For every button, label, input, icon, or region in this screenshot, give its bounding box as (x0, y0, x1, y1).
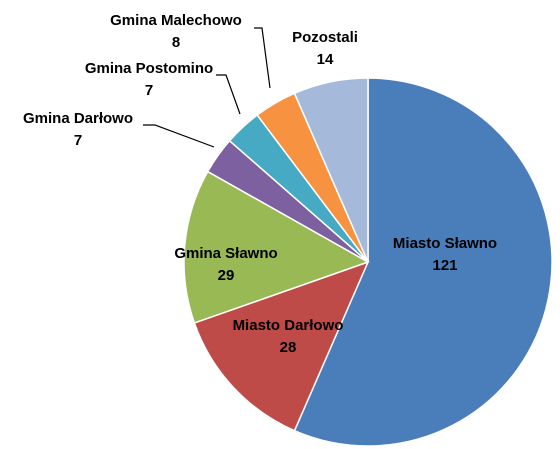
leader-lines-layer (143, 27, 271, 148)
pie-slice-gmina-slawno (183, 170, 370, 324)
data-label-value: 7 (74, 132, 82, 149)
data-label-gmina-slawno: Gmina Sławno 29 (174, 245, 277, 284)
data-label-name: Gmina Sławno (174, 245, 277, 262)
data-label-value: 29 (218, 267, 235, 284)
slices-layer (183, 77, 553, 447)
labels-layer: Miasto Sławno 121 Miasto Darłowo 28 Gmina Sł… (23, 12, 497, 356)
data-label-miasto-darlowo: Miasto Darłowo 28 (233, 317, 344, 356)
data-label-value: 8 (172, 34, 180, 51)
data-label-pozostali: Pozostali 14 (292, 29, 358, 68)
leader-line-gmina-malechowo (254, 27, 271, 89)
data-label-name: Miasto Darłowo (233, 317, 344, 334)
data-label-gmina-darlowo: Gmina Darłowo 7 (23, 110, 133, 149)
data-label-name: Gmina Darłowo (23, 110, 133, 127)
data-label-value: 121 (432, 257, 457, 274)
pie-slice-miasto-darlowo (193, 260, 370, 432)
leader-line-gmina-postomino (216, 74, 241, 115)
data-label-name: Pozostali (292, 29, 358, 46)
data-label-value: 7 (145, 82, 153, 99)
data-label-gmina-postomino: Gmina Postomino 7 (85, 60, 213, 99)
data-label-name: Gmina Malechowo (110, 12, 242, 29)
data-label-miasto-slawno: Miasto Sławno 121 (393, 235, 497, 274)
pie-slice-miasto-slawno (293, 77, 553, 447)
data-label-gmina-malechowo: Gmina Malechowo 8 (110, 12, 242, 51)
data-label-value: 28 (280, 339, 297, 356)
data-label-value: 14 (317, 51, 334, 68)
pie-slice-pozostali (293, 77, 369, 263)
data-label-name: Gmina Postomino (85, 60, 213, 77)
leader-line-gmina-darlowo (143, 124, 215, 148)
data-label-name: Miasto Sławno (393, 235, 497, 252)
